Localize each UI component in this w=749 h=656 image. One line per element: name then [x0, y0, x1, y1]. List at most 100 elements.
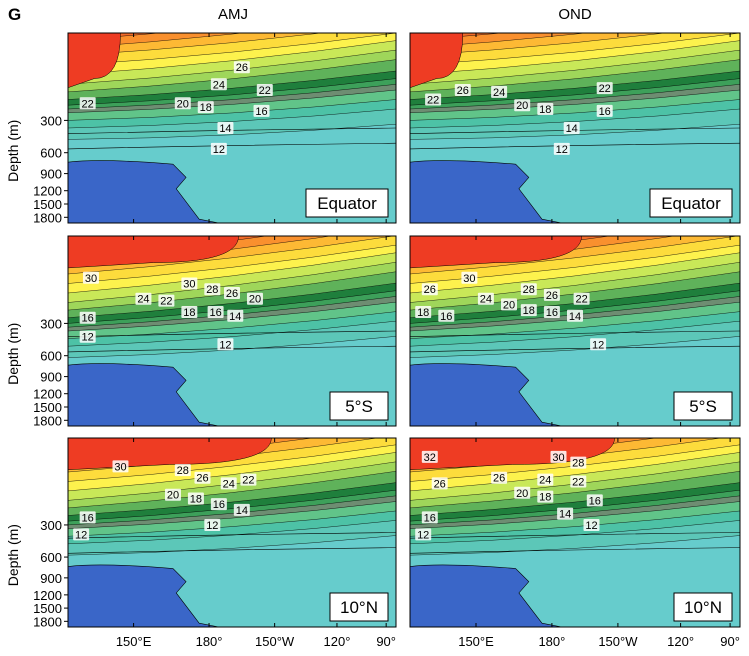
- contour-label: 14: [567, 309, 583, 323]
- contour-label: 22: [158, 294, 175, 308]
- svg-text:30: 30: [85, 273, 97, 285]
- contour-label: 30: [112, 460, 129, 473]
- contour-label: 12: [553, 142, 570, 156]
- svg-text:24: 24: [137, 294, 149, 306]
- contour-label: 12: [210, 142, 227, 156]
- svg-text:26: 26: [236, 62, 248, 74]
- contour-label: 26: [431, 477, 448, 490]
- contour-line: [68, 330, 396, 337]
- svg-text:28: 28: [206, 284, 218, 296]
- svg-text:24: 24: [213, 79, 225, 91]
- contour-label: 24: [135, 292, 152, 306]
- contour-label: 14: [233, 503, 250, 517]
- contour-label: 14: [227, 309, 244, 323]
- panel-amj-0: 26 24 22 22 20 18 16 14 12 Equator 300 600 900 120015…: [5, 32, 397, 225]
- region-label-box: [649, 188, 733, 218]
- svg-text:26: 26: [457, 85, 469, 97]
- contour-label: 24: [491, 85, 508, 99]
- warm-pool: [68, 33, 121, 88]
- y-tick-label: 1200: [33, 387, 62, 402]
- y-tick-label: 300: [40, 316, 62, 331]
- region-label-box: [673, 391, 733, 421]
- svg-text:32: 32: [424, 452, 436, 464]
- svg-text:20: 20: [503, 299, 515, 311]
- region-label-box: [329, 592, 389, 622]
- contour-label: 12: [73, 528, 90, 541]
- region-label-box: [329, 391, 389, 421]
- deep-water-mass: [410, 564, 562, 627]
- contour-label: 16: [596, 104, 613, 118]
- warm-pool: [68, 236, 239, 269]
- y-tick-label: 300: [40, 113, 62, 128]
- panel-frame: [409, 437, 741, 628]
- y-tick-label: 600: [40, 550, 62, 565]
- contour-label: 16: [421, 511, 438, 524]
- panel-frame: [409, 32, 741, 224]
- svg-text:12: 12: [585, 520, 597, 532]
- y-tick-label: 1800: [33, 210, 62, 225]
- contour-label: 14: [557, 507, 574, 521]
- svg-text:16: 16: [213, 499, 225, 511]
- svg-text:12: 12: [82, 332, 94, 344]
- contour-label: 22: [570, 475, 587, 488]
- contour-label: 22: [256, 84, 273, 97]
- contour-label: 24: [537, 473, 554, 487]
- contour-label: 26: [421, 283, 438, 296]
- region-label: Equator: [661, 194, 721, 213]
- contour-line: [410, 547, 740, 554]
- svg-text:22: 22: [160, 296, 172, 308]
- svg-text:14: 14: [566, 123, 578, 135]
- svg-text:22: 22: [599, 83, 611, 95]
- svg-text:14: 14: [569, 311, 581, 323]
- svg-text:12: 12: [219, 339, 231, 351]
- y-tick-label: 1800: [33, 614, 62, 629]
- svg-text:22: 22: [572, 476, 584, 488]
- contour-label: 16: [253, 104, 270, 118]
- svg-text:30: 30: [183, 279, 195, 291]
- svg-text:22: 22: [242, 475, 254, 487]
- contour-label: 16: [543, 306, 560, 319]
- contour-label: 20: [514, 486, 531, 500]
- contour-label: 24: [477, 292, 494, 306]
- svg-text:26: 26: [546, 290, 558, 302]
- x-tick-label: 180°: [196, 634, 223, 649]
- contour-label: 20: [164, 488, 181, 502]
- contour-label: 26: [224, 287, 240, 300]
- svg-text:16: 16: [82, 512, 94, 524]
- svg-text:24: 24: [539, 475, 551, 487]
- svg-text:18: 18: [417, 307, 429, 319]
- contour-label: 16: [79, 311, 96, 325]
- panel-amj-1: 30 30 28 26 24 22 20 18 16 14 16 12 12 5°S 300 600 900 12…: [5, 235, 397, 428]
- svg-text:14: 14: [236, 505, 248, 517]
- svg-text:30: 30: [114, 461, 126, 473]
- svg-text:12: 12: [556, 144, 568, 156]
- contour-label: 26: [543, 288, 560, 302]
- contour-line: [68, 532, 396, 539]
- svg-text:24: 24: [493, 87, 505, 99]
- contour-label: 18: [187, 492, 204, 505]
- svg-text:28: 28: [572, 458, 584, 470]
- contour-label: 28: [520, 283, 537, 296]
- svg-text:18: 18: [523, 305, 535, 317]
- svg-text:14: 14: [559, 509, 571, 521]
- panel-amj-2: 30 28 26 24 22 20 18 16 14 16 12 12 10°N 300 600 900 120…: [5, 437, 397, 649]
- contour-label: 30: [181, 277, 198, 291]
- svg-text:12: 12: [206, 520, 218, 532]
- contour-label: 24: [220, 477, 237, 490]
- panel-frame: [67, 437, 397, 628]
- contour-label: 14: [217, 122, 234, 135]
- y-axis-label: Depth (m): [5, 524, 21, 586]
- contour-label: 22: [596, 82, 613, 95]
- svg-text:26: 26: [434, 478, 446, 490]
- svg-text:20: 20: [249, 294, 261, 306]
- panel-ond-2: 32 30 28 26 26 24 22 20 18 16 14 16 12 12 10°N 150°E 180…: [409, 437, 741, 649]
- y-tick-label: 600: [40, 146, 62, 161]
- warm-pool: [410, 236, 582, 269]
- contour-label: 12: [217, 338, 234, 351]
- contour-label: 22: [573, 292, 590, 306]
- deep-water-mass: [68, 160, 219, 223]
- contour-label: 28: [204, 283, 221, 296]
- region-label: 10°N: [340, 598, 378, 617]
- svg-text:22: 22: [82, 98, 94, 110]
- svg-text:18: 18: [539, 104, 551, 116]
